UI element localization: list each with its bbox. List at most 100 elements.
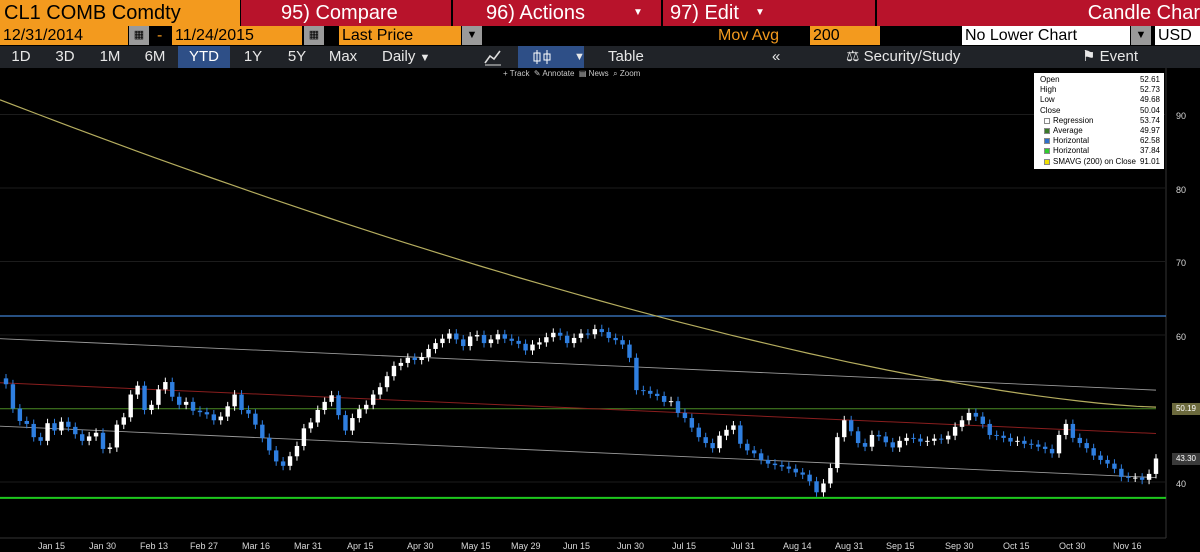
price-field-select[interactable]: Last Price [339, 26, 461, 45]
candle-body [287, 456, 293, 466]
legend-swatch [1044, 117, 1050, 124]
annotate-button[interactable]: Annotate [542, 69, 575, 78]
pencil-icon[interactable]: ✎ [533, 69, 541, 78]
candle-body [869, 434, 875, 447]
candle-body [384, 376, 390, 388]
candle-body [620, 340, 625, 345]
candle-body [717, 435, 722, 449]
legend-value: 50.04 [1139, 105, 1160, 115]
candle-body [246, 409, 251, 414]
chevron-down-icon[interactable]: ▼ [1131, 26, 1151, 45]
legend-label: Close [1040, 105, 1061, 115]
end-date-field[interactable]: 11/24/2015 [172, 26, 302, 45]
start-date-field[interactable]: 12/31/2014 [0, 26, 128, 45]
candle-body [655, 393, 660, 397]
candle-body [488, 339, 494, 344]
candle-body [571, 337, 577, 344]
security-study-button[interactable]: ⚖ Security/Study [846, 46, 960, 68]
candle-chart-button[interactable] [518, 46, 584, 68]
period-max[interactable]: Max [328, 48, 358, 65]
currency-field[interactable]: USD [1155, 26, 1200, 45]
security-ticker[interactable]: CL1 COMB Comdty [0, 0, 240, 26]
legend-swatch [1044, 127, 1050, 134]
candle-body [932, 438, 937, 441]
candle-body [585, 333, 591, 335]
candle-body [135, 385, 140, 395]
candle-body [3, 378, 9, 385]
event-label: Event [1099, 48, 1138, 65]
compare-menu[interactable]: 95) Compare [241, 0, 451, 26]
x-tick-label: Nov 16 [1113, 541, 1142, 551]
candle-body [564, 335, 570, 344]
regression-channel-lower [0, 425, 1157, 479]
period-ytd[interactable]: YTD [178, 46, 230, 68]
candle-body [107, 447, 113, 449]
news-icon[interactable]: ▤ [578, 69, 587, 78]
x-tick-label: Oct 30 [1059, 541, 1086, 551]
crosshair-icon[interactable]: + [503, 69, 508, 78]
candle-body [578, 333, 584, 338]
candle-body [1139, 477, 1145, 480]
candle-body [1091, 448, 1096, 456]
legend-value: 37.84 [1139, 146, 1160, 156]
zoom-button[interactable]: Zoom [619, 69, 641, 78]
legend-label: Horizontal [1040, 146, 1089, 156]
security-study-label: Security/Study [863, 48, 961, 65]
price-chart[interactable] [0, 68, 1200, 552]
candle-body [544, 337, 549, 343]
candle-body [772, 463, 778, 466]
lower-chart-select[interactable]: No Lower Chart [962, 26, 1130, 45]
chevron-down-icon[interactable]: ▼ [574, 51, 585, 63]
period-1m[interactable]: 1M [99, 48, 121, 65]
period-1y[interactable]: 1Y [243, 48, 263, 65]
legend-row: High 52.73 [1040, 85, 1160, 95]
candle-body [1119, 468, 1124, 477]
y-tick-label: 70 [1176, 258, 1187, 268]
period-5y[interactable]: 5Y [287, 48, 307, 65]
chevron-down-icon[interactable]: ▼ [462, 26, 482, 45]
candle-body [239, 394, 244, 410]
mov-avg-input[interactable]: 200 [810, 26, 880, 45]
actions-menu[interactable]: 96) Actions ▼ [453, 0, 661, 26]
candle-body [911, 437, 916, 439]
calendar-icon[interactable]: ▦ [129, 26, 149, 45]
track-button[interactable]: Track [509, 69, 530, 78]
edit-menu[interactable]: 97) Edit ▼ [663, 0, 875, 26]
candle-body [114, 424, 120, 448]
candle-body [412, 357, 417, 360]
candle-body [10, 384, 16, 409]
legend-label: Horizontal [1040, 136, 1089, 146]
candle-body [426, 348, 431, 358]
candle-body [66, 421, 71, 427]
candle-body [17, 408, 23, 421]
candle-body [1036, 444, 1041, 447]
period-6m[interactable]: 6M [144, 48, 166, 65]
frequency-select[interactable]: Daily ▼ [382, 46, 430, 68]
candle-body [232, 394, 237, 407]
candle-body [377, 387, 383, 395]
period-1d[interactable]: 1D [11, 48, 31, 65]
line-chart-icon[interactable] [484, 46, 502, 68]
event-button[interactable]: ⚑ Event [1082, 46, 1138, 68]
legend-value: 52.61 [1139, 75, 1160, 84]
candle-body [73, 426, 78, 435]
candle-body [966, 412, 972, 421]
legend-row: Close 50.04 [1040, 106, 1160, 116]
candle-body [336, 395, 341, 416]
candle-body [952, 426, 958, 436]
candle-body [343, 415, 348, 431]
table-button[interactable]: Table [608, 48, 644, 65]
candle-body [537, 342, 542, 345]
chart-type-menu[interactable]: Candle Char [877, 0, 1200, 26]
zoom-icon[interactable]: ⌕ [613, 69, 618, 78]
chevron-down-icon: ▼ [419, 52, 431, 64]
candle-body [481, 335, 487, 344]
calendar-icon[interactable]: ▦ [304, 26, 324, 45]
collapse-icon[interactable]: « [772, 48, 781, 65]
news-button[interactable]: News [588, 69, 609, 78]
candle-body [253, 413, 258, 425]
period-3d[interactable]: 3D [55, 48, 75, 65]
x-tick-label: May 29 [511, 541, 541, 551]
y-tick-label: 80 [1176, 185, 1187, 195]
candle-body [52, 423, 57, 431]
